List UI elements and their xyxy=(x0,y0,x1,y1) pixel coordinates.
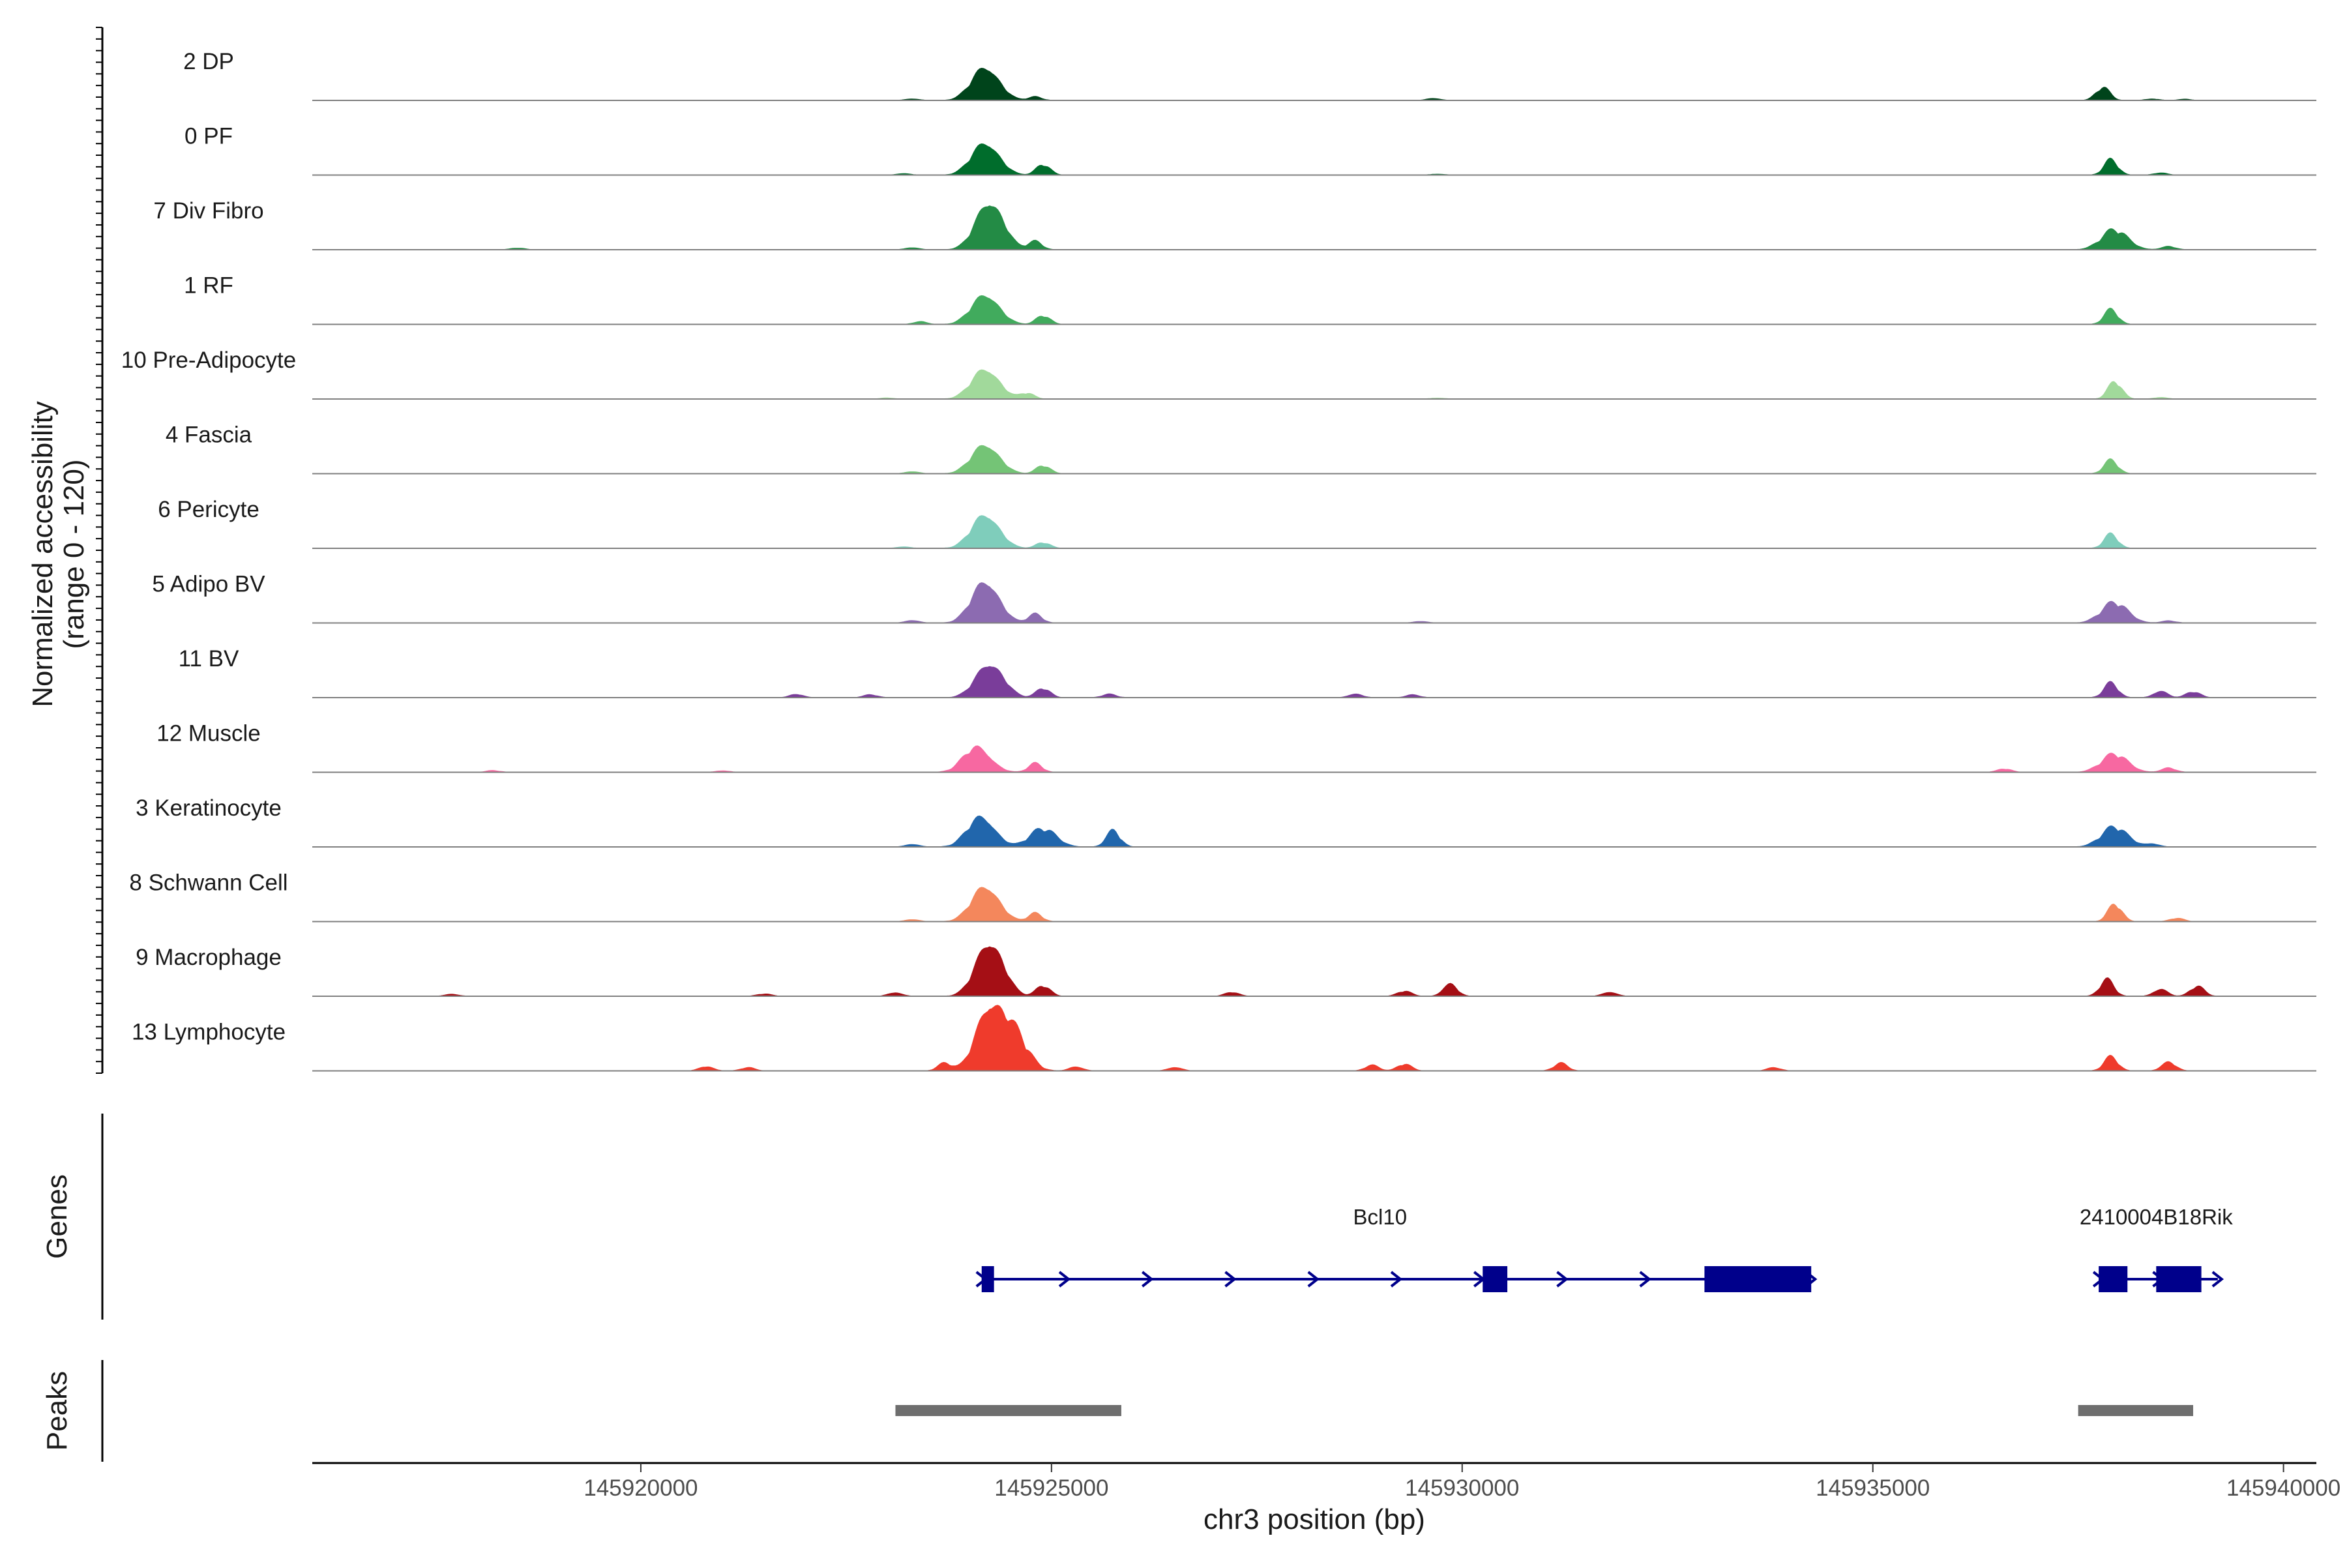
gene-name: Bcl10 xyxy=(1353,1205,1408,1229)
y-axis-title: Normalized accessibility xyxy=(27,401,59,707)
x-tick-label: 145935000 xyxy=(1816,1475,1930,1501)
track-label: 12 Muscle xyxy=(156,721,261,747)
strand-arrow xyxy=(1224,1271,1237,1288)
x-tick-label: 145925000 xyxy=(994,1475,1108,1501)
x-tick-label: 145940000 xyxy=(2226,1475,2340,1501)
gene-exon xyxy=(1704,1266,1812,1292)
coverage-area xyxy=(312,143,2316,175)
track-label: 10 Pre-Adipocyte xyxy=(121,348,296,373)
coverage-track: 2 DP xyxy=(183,49,2316,101)
strand-arrow xyxy=(1556,1271,1569,1288)
coverage-area xyxy=(312,887,2316,922)
track-label: 5 Adipo BV xyxy=(152,572,265,597)
strand-arrow xyxy=(1142,1271,1154,1288)
coverage-track: 6 Pericyte xyxy=(158,497,2316,549)
coverage-area xyxy=(312,205,2316,250)
genes-panel-title: Genes xyxy=(41,1174,73,1259)
coverage-track: 7 Div Fibro xyxy=(153,198,2316,250)
coverage-area xyxy=(312,666,2316,698)
gene-exon xyxy=(2156,1266,2202,1292)
track-label: 3 Keratinocyte xyxy=(136,795,282,821)
track-label: 7 Div Fibro xyxy=(153,198,263,224)
coverage-area xyxy=(312,295,2316,325)
strand-arrow xyxy=(1058,1271,1071,1288)
peak-region xyxy=(2078,1405,2194,1416)
coverage-area xyxy=(312,745,2316,773)
y-axis xyxy=(96,27,104,1074)
gene: 2410004B18Rik xyxy=(2080,1205,2233,1292)
coverage-area xyxy=(312,445,2316,475)
coverage-track: 0 PF xyxy=(185,124,2316,176)
gene-exon xyxy=(2099,1266,2128,1292)
strand-arrow xyxy=(2211,1271,2224,1288)
coverage-area xyxy=(312,515,2316,549)
peak-regions xyxy=(895,1405,2194,1416)
coverage-area xyxy=(312,1005,2316,1071)
coverage-track: 11 BV xyxy=(179,646,2316,698)
coverage-area xyxy=(312,369,2316,400)
coverage-area xyxy=(312,946,2316,997)
coverage-area xyxy=(312,67,2316,101)
coverage-track: 3 Keratinocyte xyxy=(136,795,2316,848)
coverage-track: 13 Lymphocyte xyxy=(132,1005,2316,1072)
x-tick-label: 145920000 xyxy=(583,1475,698,1501)
y-axis-range-title: (range 0 - 120) xyxy=(58,459,90,649)
coverage-tracks: 2 DP 0 PF 7 Div Fibro 1 RF 10 Pre-Adipocyte 4… xyxy=(121,49,2316,1072)
coverage-track: 8 Schwann Cell xyxy=(129,870,2316,923)
gene: Bcl10 xyxy=(975,1205,1818,1292)
coverage-track: 4 Fascia xyxy=(166,422,2316,475)
strand-arrow xyxy=(1307,1271,1320,1288)
track-label: 1 RF xyxy=(184,273,233,299)
strand-arrow xyxy=(1639,1271,1651,1288)
coverage-track: 9 Macrophage xyxy=(136,945,2316,997)
track-label: 13 Lymphocyte xyxy=(132,1020,286,1045)
track-label: 11 BV xyxy=(179,646,239,672)
gene-exon xyxy=(1483,1266,1508,1292)
track-label: 2 DP xyxy=(183,49,234,74)
track-label: 6 Pericyte xyxy=(158,497,259,522)
coverage-track: 10 Pre-Adipocyte xyxy=(121,348,2316,400)
peak-region xyxy=(895,1405,1121,1416)
x-axis-title: chr3 position (bp) xyxy=(1203,1503,1425,1535)
gene-annotations: Bcl10 2410004B18Rik xyxy=(975,1205,2233,1292)
coverage-area xyxy=(312,582,2316,623)
coverage-track: 5 Adipo BV xyxy=(152,572,2316,624)
track-label: 9 Macrophage xyxy=(136,945,282,970)
gene-name: 2410004B18Rik xyxy=(2080,1205,2233,1229)
coverage-area xyxy=(312,815,2316,848)
x-tick-label: 145930000 xyxy=(1405,1475,1519,1501)
peaks-panel-title: Peaks xyxy=(41,1371,73,1451)
track-label: 0 PF xyxy=(185,124,233,149)
track-label: 4 Fascia xyxy=(166,422,252,448)
coverage-track: 12 Muscle xyxy=(156,721,2316,773)
strand-arrow xyxy=(1390,1271,1403,1288)
gene-exon xyxy=(981,1266,994,1292)
coverage-track: 1 RF xyxy=(184,273,2316,325)
track-label: 8 Schwann Cell xyxy=(129,870,288,896)
x-axis-ticks: 145920000 145925000 145930000 145935000 1459… xyxy=(583,1463,2340,1501)
